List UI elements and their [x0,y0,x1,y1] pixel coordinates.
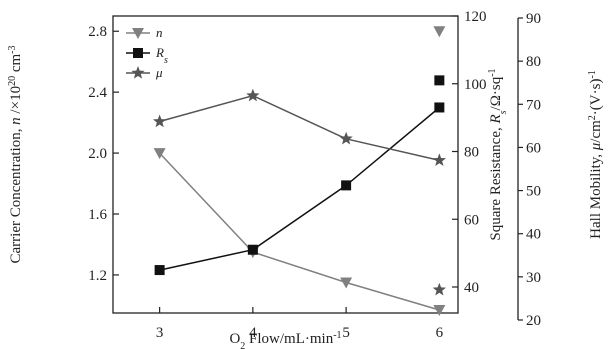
data-point [434,102,445,113]
mobility-tick-label: 20 [526,313,541,329]
series-rs [154,75,445,276]
data-point [340,277,353,289]
right-tick-label: 40 [464,280,479,296]
x-tick-label: 6 [436,325,444,341]
left-tick-label: 2.8 [88,24,107,40]
data-point [246,88,260,102]
legend-item: n [126,25,163,40]
mobility-tick-label: 70 [526,97,541,113]
x-axis-title: O2 Flow/mL·min-1 [229,330,341,349]
mobility-tick-label: 50 [526,184,541,200]
series-mu [152,88,447,296]
legend-label: n [156,25,163,40]
mobility-tick-label: 90 [526,11,541,27]
series-line [159,152,440,311]
data-point [154,265,165,276]
left-tick-label: 2.4 [88,85,107,101]
series-n [153,26,446,316]
data-point [432,153,447,167]
legend-label: μ [155,65,163,80]
left-axis-title: Carrier Concentration, n /×1020 cm-3 [7,45,25,263]
right-axis-title: Square Resistance, Rs/Ω·sq-1 [487,68,509,240]
mobility-tick-label: 40 [526,227,541,243]
mobility-tick-label: 80 [526,54,541,70]
legend-item: Rs [126,45,168,66]
left-tick-label: 2.0 [88,146,107,162]
data-point [433,304,446,316]
legend-marker [131,66,145,79]
mobility-tick-label: 60 [526,140,541,156]
x-tick-label: 4 [249,325,257,341]
legend-label: Rs [155,45,168,66]
left-tick-label: 1.6 [88,207,107,223]
legend-marker [133,48,143,58]
x-tick-label: 3 [156,325,164,341]
right-tick-label: 60 [464,212,479,228]
outlier-point [433,26,446,38]
data-point [247,244,258,255]
mobility-tick-label: 30 [526,270,541,286]
series-line [159,94,440,162]
outlier-point [432,282,447,296]
outlier-point [434,75,445,86]
data-point [153,148,166,160]
left-tick-label: 1.2 [88,268,107,284]
legend-item: μ [126,65,163,80]
mobility-axis-title: Hall Mobility, μ/cm2·(V·s)-1 [587,70,605,239]
data-point [341,180,352,191]
data-point [152,114,167,128]
x-tick-label: 5 [342,325,350,341]
data-point [339,131,353,145]
series-line [159,106,440,271]
legend-marker [132,28,144,39]
right-tick-label: 100 [464,77,487,93]
right-tick-label: 120 [464,9,487,25]
right-tick-label: 80 [464,145,479,161]
plot-frame [112,15,459,314]
